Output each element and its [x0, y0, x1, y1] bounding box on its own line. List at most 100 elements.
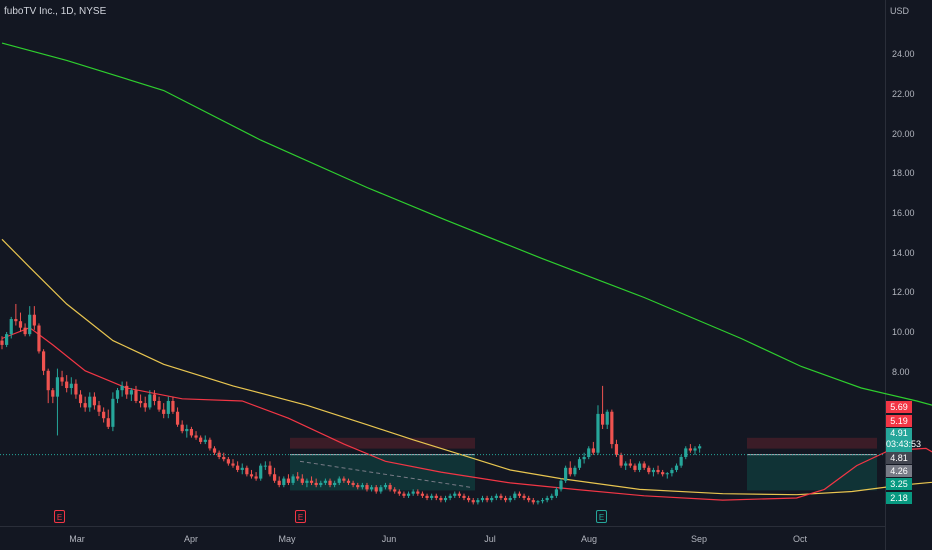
candle-body	[356, 485, 360, 488]
candle	[46, 368, 50, 404]
candle	[637, 461, 642, 473]
candle-body	[14, 319, 18, 322]
candle	[614, 439, 619, 458]
candle-body	[462, 495, 466, 498]
candle-body	[439, 497, 443, 501]
candle-body	[333, 482, 337, 486]
candle-body	[102, 411, 106, 419]
candle-body	[268, 465, 272, 475]
candle	[14, 303, 18, 326]
candle-body	[647, 467, 651, 473]
price-tag-stop-low: 5.19	[886, 415, 912, 427]
candle-body	[78, 394, 83, 404]
candle-body	[5, 334, 9, 345]
candle-body	[531, 500, 535, 503]
candle	[430, 493, 434, 501]
candle	[485, 495, 489, 503]
candle	[18, 312, 23, 332]
candle-body	[411, 491, 415, 494]
candle-body	[203, 439, 207, 442]
candle	[554, 487, 558, 498]
candle	[674, 463, 679, 473]
candle	[494, 493, 498, 501]
candle-body	[637, 463, 642, 470]
candle-body	[346, 480, 351, 483]
candle-body	[236, 465, 240, 470]
candle-body	[522, 495, 526, 498]
candle-body	[642, 463, 646, 468]
candle	[642, 461, 646, 470]
candle	[406, 491, 411, 498]
candle	[120, 381, 124, 397]
stop-zone-1	[290, 437, 475, 449]
candle	[231, 459, 235, 468]
candle-body	[240, 467, 244, 470]
candle	[97, 400, 101, 417]
price-tick: 14.00	[892, 248, 915, 258]
candle-body	[430, 495, 434, 498]
candle	[587, 446, 591, 460]
candle	[203, 435, 207, 445]
candle	[28, 306, 32, 337]
candle	[522, 493, 526, 501]
candle	[596, 405, 600, 455]
candle-body	[0, 340, 4, 345]
candle	[370, 485, 374, 492]
candle	[143, 396, 147, 412]
candle-body	[443, 497, 448, 501]
candle	[388, 482, 392, 492]
candle	[490, 495, 494, 503]
candle-body	[166, 400, 170, 414]
earnings-marker[interactable]: E	[54, 510, 65, 523]
symbol-title[interactable]: fuboTV Inc., 1D, NYSE	[4, 6, 107, 17]
candle	[254, 472, 258, 481]
candle	[23, 323, 27, 337]
candle	[439, 495, 443, 503]
candle-body	[513, 493, 517, 498]
candle-body	[656, 469, 660, 473]
candle	[92, 392, 96, 410]
candle-body	[199, 437, 203, 442]
candle-body	[674, 465, 679, 470]
candle-body	[508, 497, 512, 501]
candle-body	[41, 351, 46, 371]
candle	[65, 375, 69, 393]
time-tick: Jul	[484, 534, 496, 544]
earnings-marker[interactable]: E	[596, 510, 607, 523]
candle-body	[28, 314, 32, 335]
candle	[88, 392, 92, 412]
candle	[591, 441, 595, 455]
stop-zone-2	[747, 437, 877, 449]
candle-body	[536, 501, 540, 503]
candle-body	[550, 495, 554, 498]
candle	[323, 478, 327, 486]
candle	[462, 493, 466, 501]
candle	[236, 461, 240, 473]
candle-body	[60, 377, 64, 382]
candle	[443, 495, 448, 503]
candle	[106, 409, 110, 429]
candle-body	[420, 493, 425, 496]
candle	[545, 495, 549, 503]
candle-body	[661, 472, 665, 475]
candle-body	[194, 435, 198, 438]
candle-body	[222, 457, 226, 460]
candle-body	[314, 482, 318, 486]
earnings-marker[interactable]: E	[295, 510, 306, 523]
candle	[628, 459, 632, 468]
candle	[300, 474, 304, 486]
candle	[601, 385, 605, 429]
candle	[148, 390, 152, 410]
candle	[166, 396, 170, 419]
candle-body	[120, 385, 124, 391]
candle-body	[624, 463, 628, 466]
candle	[333, 480, 337, 488]
time-tick: Mar	[69, 534, 85, 544]
candle	[684, 446, 688, 460]
price-tag-stop-high: 5.69	[886, 401, 912, 413]
candle	[139, 394, 143, 408]
candle-body	[494, 495, 498, 498]
candle-body	[393, 489, 397, 492]
price-tag-current: 4.91 03:43:53	[886, 428, 921, 452]
